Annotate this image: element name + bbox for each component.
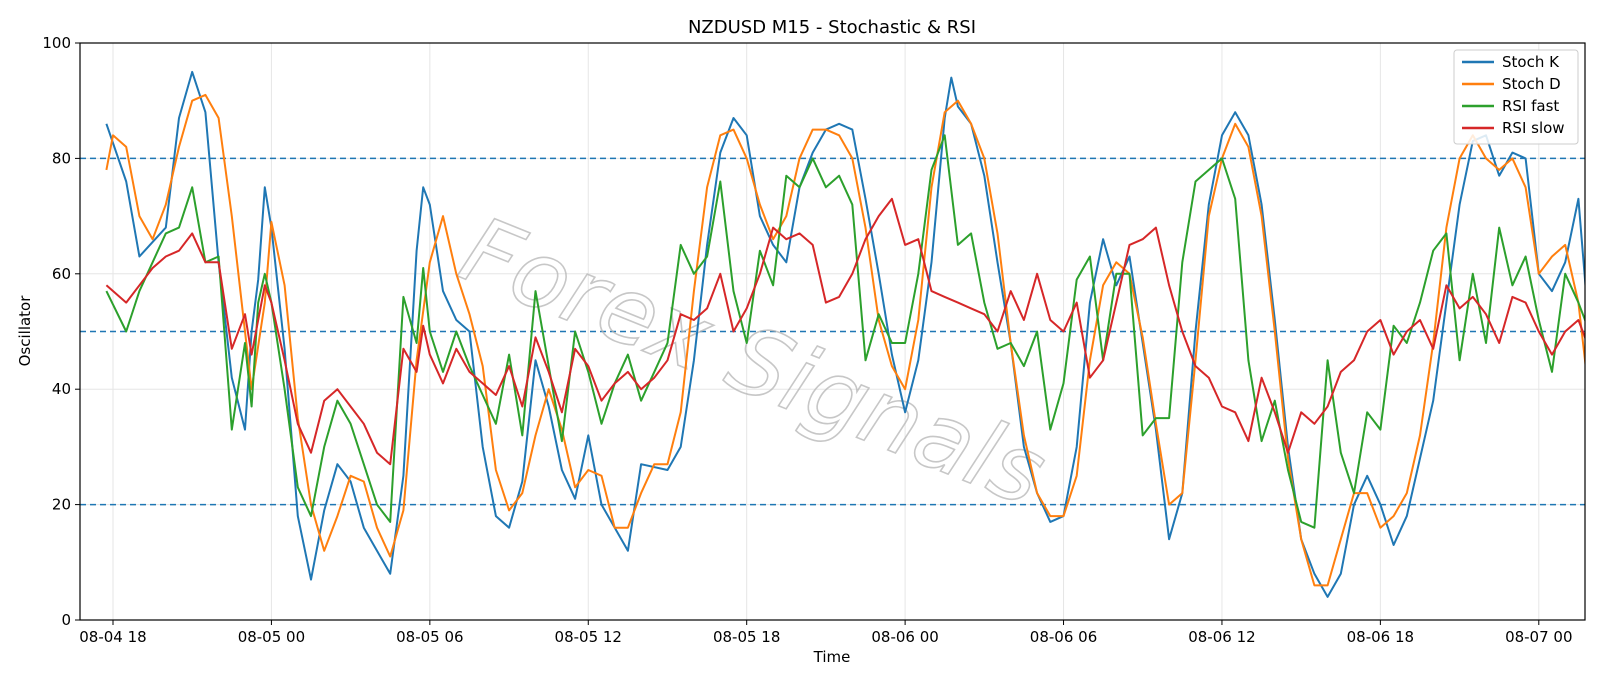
x-tick-label: 08-06 06 [1030,628,1097,646]
legend-label: RSI fast [1502,97,1559,115]
x-tick-label: 08-06 00 [871,628,938,646]
y-tick-label: 60 [52,265,71,283]
x-tick-label: 08-06 12 [1188,628,1255,646]
y-tick-label: 20 [52,496,71,514]
y-tick-label: 80 [52,149,71,167]
x-tick-label: 08-07 00 [1505,628,1572,646]
x-tick-label: 08-05 12 [555,628,622,646]
x-tick-label: 08-06 18 [1347,628,1414,646]
reference-lines [80,157,1585,506]
legend-label: Stoch D [1502,75,1561,93]
y-tick-label: 0 [61,611,71,629]
legend-box [1453,49,1579,145]
series-lines [105,70,1585,598]
x-tick-label: 08-05 00 [238,628,305,646]
legend: Stoch K Stoch D RSI fast RSI slow [1453,49,1579,145]
legend-label: Stoch K [1502,53,1560,71]
y-tick-label: 40 [52,380,71,398]
plot-frame [79,42,1586,621]
y-axis-label: Oscillator [16,295,34,367]
x-tick-label: 08-05 06 [396,628,463,646]
x-tick-label: 08-05 18 [713,628,780,646]
y-axis: 0 20 40 60 80 100 [42,34,80,629]
legend-label: RSI slow [1502,119,1565,137]
x-tick-label: 08-04 18 [79,628,146,646]
series-line-stoch-k [105,70,1585,598]
chart-title: NZDUSD M15 - Stochastic & RSI [688,17,976,38]
series-line-rsi-slow [105,197,1585,466]
x-axis: 08-04 18 08-05 00 08-05 06 08-05 12 08-05 18… [79,620,1573,646]
y-tick-label: 100 [42,34,71,52]
x-axis-label: Time [813,648,851,666]
